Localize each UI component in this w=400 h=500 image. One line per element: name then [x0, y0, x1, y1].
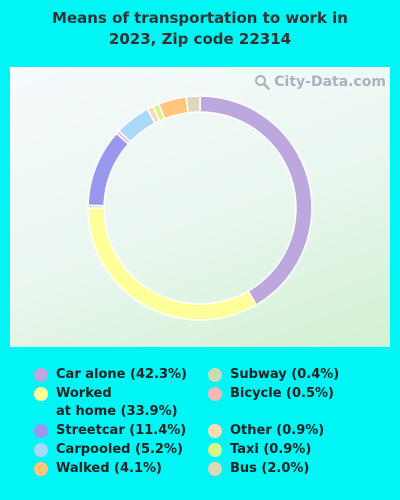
legend-label: Taxi (0.9%) — [230, 442, 312, 457]
legend-swatch — [34, 462, 48, 476]
pie-slice-car-alone — [199, 95, 313, 306]
legend-item: Walked (4.1%) — [34, 460, 162, 478]
legend-label: Walked (4.1%) — [56, 461, 162, 476]
chart-title: Means of transportation to work in 2023,… — [0, 8, 400, 50]
legend-swatch — [208, 424, 222, 438]
legend-swatch — [34, 387, 48, 401]
chart-title-line1: Means of transportation to work in — [52, 9, 348, 27]
legend-item: Subway (0.4%) — [208, 366, 339, 384]
pie-slice-walked — [157, 96, 189, 120]
legend-swatch — [208, 387, 222, 401]
legend-item: Taxi (0.9%) — [208, 441, 311, 459]
watermark-text: City-Data.com — [274, 74, 386, 90]
legend-label: Bicycle (0.5%) — [230, 386, 334, 401]
pie-slice-bus — [185, 95, 201, 114]
legend-swatch — [34, 424, 48, 438]
watermark: City-Data.com — [254, 74, 386, 90]
legend-swatch — [208, 368, 222, 382]
legend-item: Carpooled (5.2%) — [34, 441, 183, 459]
search-icon — [255, 75, 271, 90]
legend-item: Worked at home (33.9%) — [34, 385, 178, 421]
legend-swatch — [208, 443, 222, 457]
legend-item: Bus (2.0%) — [208, 460, 309, 478]
pie-slice-worked-at-home — [87, 207, 258, 321]
legend-label: Worked at home (33.9%) — [56, 386, 178, 419]
legend-label: Carpooled (5.2%) — [56, 442, 183, 457]
chart-title-line2: 2023, Zip code 22314 — [108, 30, 292, 48]
chart-panel — [10, 67, 390, 347]
legend-label: Streetcar (11.4%) — [56, 423, 187, 438]
legend-item: Bicycle (0.5%) — [208, 385, 334, 403]
legend-label: Other (0.9%) — [230, 423, 325, 438]
legend-item: Car alone (42.3%) — [34, 366, 187, 384]
legend-label: Car alone (42.3%) — [56, 367, 187, 382]
legend-item: Streetcar (11.4%) — [34, 422, 186, 440]
legend-swatch — [34, 443, 48, 457]
legend-swatch — [208, 462, 222, 476]
legend-swatch — [34, 368, 48, 382]
pie-slice-streetcar — [87, 132, 130, 207]
legend-item: Other (0.9%) — [208, 422, 324, 440]
legend-label: Subway (0.4%) — [230, 367, 340, 382]
legend-label: Bus (2.0%) — [230, 461, 310, 476]
